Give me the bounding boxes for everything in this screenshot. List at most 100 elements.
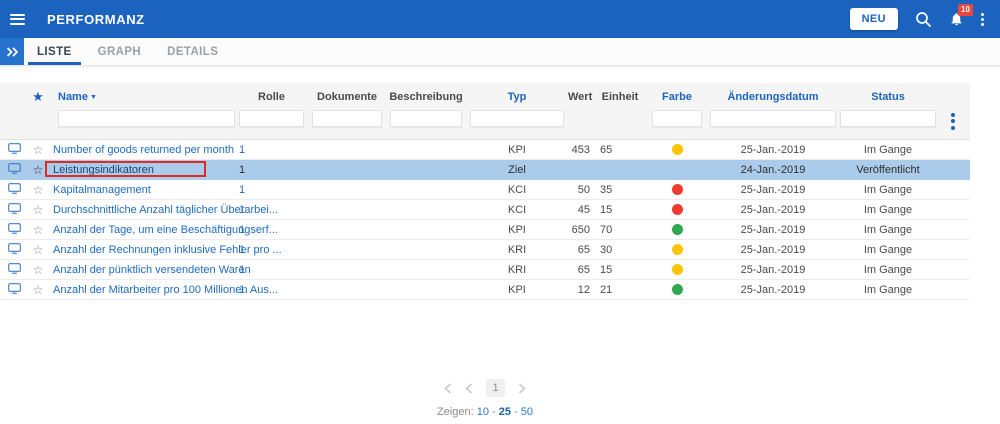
table-row[interactable]: ☆ Anzahl der Tage, um eine Beschäftigung…	[0, 220, 970, 240]
first-page-button[interactable]	[444, 382, 452, 394]
page-size-selector: Zeigen: 10 - 25 - 50	[436, 406, 534, 418]
table-header: ★ Name ▼ Rolle Dokumente Beschreibung Typ…	[0, 83, 970, 139]
notification-badge: 10	[958, 4, 973, 16]
table-row[interactable]: ☆ Anzahl der Rechnungen inklusive Fehler…	[0, 240, 970, 260]
filter-dokumente-input[interactable]	[312, 109, 382, 127]
filter-typ-input[interactable]	[470, 109, 564, 127]
filter-status-input[interactable]	[840, 109, 936, 127]
filter-aenderungsdatum-input[interactable]	[710, 109, 836, 127]
column-header-beschreibung[interactable]: Beschreibung	[389, 90, 463, 103]
show-label: Zeigen:	[436, 406, 474, 418]
aenderungsdatum-value: 25-Jan.-2019	[740, 203, 806, 216]
chevron-left-icon	[444, 382, 452, 394]
previous-page-button[interactable]	[465, 382, 473, 394]
item-name-link[interactable]: Number of goods returned per month	[53, 143, 234, 156]
column-header-typ[interactable]: Typ	[507, 90, 527, 103]
status-color-dot	[671, 224, 683, 236]
next-page-button[interactable]	[518, 382, 526, 394]
status-color-dot	[671, 184, 683, 196]
filter-beschreibung-input[interactable]	[390, 109, 462, 127]
typ-value: KCI	[507, 203, 527, 216]
filter-name-input[interactable]	[58, 109, 235, 127]
hamburger-menu-icon[interactable]	[10, 11, 25, 27]
chevron-left-icon	[465, 382, 473, 394]
notifications-button[interactable]: 10	[949, 4, 973, 27]
tab-details[interactable]: DETAILS	[167, 45, 219, 58]
item-name-link[interactable]: Anzahl der Mitarbeiter pro 100 Millionen…	[53, 283, 279, 296]
open-item-button[interactable]	[0, 242, 28, 257]
rolle-value: 1	[239, 143, 246, 156]
rolle-value: 1	[239, 263, 246, 276]
column-header-name[interactable]: Name ▼	[58, 90, 97, 103]
column-header-einheit[interactable]: Einheit	[601, 90, 639, 103]
item-name-link[interactable]: Anzahl der Rechnungen inklusive Fehler p…	[53, 243, 282, 256]
expand-panel-button[interactable]	[0, 38, 24, 65]
open-item-button[interactable]	[0, 182, 28, 197]
display-icon	[7, 162, 21, 174]
aenderungsdatum-value: 25-Jan.-2019	[740, 283, 806, 296]
column-header-aenderungsdatum[interactable]: Änderungsdatum	[727, 90, 819, 103]
status-value: Im Gange	[863, 223, 913, 236]
favorite-star-icon[interactable]: ☆	[32, 262, 44, 277]
open-item-button[interactable]	[0, 162, 28, 177]
overflow-menu-button[interactable]	[981, 11, 984, 28]
page-size-25[interactable]: 25	[498, 406, 511, 418]
filter-rolle-input[interactable]	[239, 109, 304, 127]
item-name-link[interactable]: Durchschnittliche Anzahl täglicher Übera…	[53, 203, 279, 216]
einheit-value: 21	[600, 283, 613, 296]
favorite-star-icon[interactable]: ☆	[32, 242, 44, 257]
table-row[interactable]: ☆ Kapitalmanagement 1 KCI 50 35 25-Jan.-…	[0, 180, 970, 200]
item-name-link[interactable]: Anzahl der Tage, um eine Beschäftigungse…	[53, 223, 278, 236]
rolle-value: 1	[239, 163, 246, 176]
column-header-wert[interactable]: Wert	[568, 90, 593, 103]
typ-value: KPI	[508, 143, 526, 156]
pagination: 1	[0, 379, 970, 397]
status-value: Im Gange	[863, 143, 913, 156]
favorite-star-icon[interactable]: ☆	[32, 222, 44, 237]
column-header-rolle[interactable]: Rolle	[258, 90, 285, 103]
open-item-button[interactable]	[0, 202, 28, 217]
tab-graph[interactable]: GRAPH	[97, 45, 142, 58]
item-name-link[interactable]: Anzahl der pünktlich versendeten Waren	[53, 263, 251, 276]
aenderungsdatum-value: 25-Jan.-2019	[740, 183, 806, 196]
open-item-button[interactable]	[0, 142, 28, 157]
table-row[interactable]: ☆ Leistungsindikatoren 1 Ziel 24-Jan.-20…	[0, 160, 970, 180]
status-color-dot	[671, 284, 683, 296]
einheit-value: 15	[600, 263, 613, 276]
open-item-button[interactable]	[0, 282, 28, 297]
favorite-all-star-icon[interactable]: ★	[32, 88, 44, 104]
column-settings-icon[interactable]	[951, 110, 955, 132]
einheit-value: 70	[600, 223, 613, 236]
table-row[interactable]: ☆ Anzahl der Mitarbeiter pro 100 Million…	[0, 280, 970, 300]
favorite-star-icon[interactable]: ☆	[32, 182, 44, 197]
column-header-dokumente[interactable]: Dokumente	[317, 90, 377, 103]
favorite-star-icon[interactable]: ☆	[32, 142, 44, 157]
kebab-icon	[981, 11, 984, 28]
status-color-dot	[671, 144, 683, 156]
wert-value: 453	[571, 143, 590, 156]
item-name-link[interactable]: Leistungsindikatoren	[53, 163, 154, 176]
favorite-star-icon[interactable]: ☆	[32, 202, 44, 217]
aenderungsdatum-value: 24-Jan.-2019	[740, 163, 806, 176]
search-button[interactable]	[915, 11, 932, 28]
status-value: Im Gange	[863, 183, 913, 196]
page-size-10[interactable]: 10	[476, 406, 489, 418]
current-page-indicator: 1	[486, 379, 505, 397]
item-name-link[interactable]: Kapitalmanagement	[53, 183, 151, 196]
filter-farbe-input[interactable]	[652, 109, 702, 127]
column-header-farbe[interactable]: Farbe	[662, 90, 692, 103]
table-row[interactable]: ☆ Anzahl der pünktlich versendeten Waren…	[0, 260, 970, 280]
open-item-button[interactable]	[0, 262, 28, 277]
open-item-button[interactable]	[0, 222, 28, 237]
favorite-star-icon[interactable]: ☆	[32, 282, 44, 297]
column-header-status[interactable]: Status	[871, 90, 905, 103]
table-row[interactable]: ☆ Durchschnittliche Anzahl täglicher Übe…	[0, 200, 970, 220]
new-button[interactable]: NEU	[849, 8, 898, 30]
aenderungsdatum-value: 25-Jan.-2019	[740, 143, 806, 156]
tab-liste[interactable]: LISTE	[28, 38, 81, 65]
table-row[interactable]: ☆ Number of goods returned per month 1 K…	[0, 140, 970, 160]
display-icon	[7, 182, 21, 194]
favorite-star-icon[interactable]: ☆	[32, 162, 44, 177]
page-size-50[interactable]: 50	[520, 406, 534, 418]
